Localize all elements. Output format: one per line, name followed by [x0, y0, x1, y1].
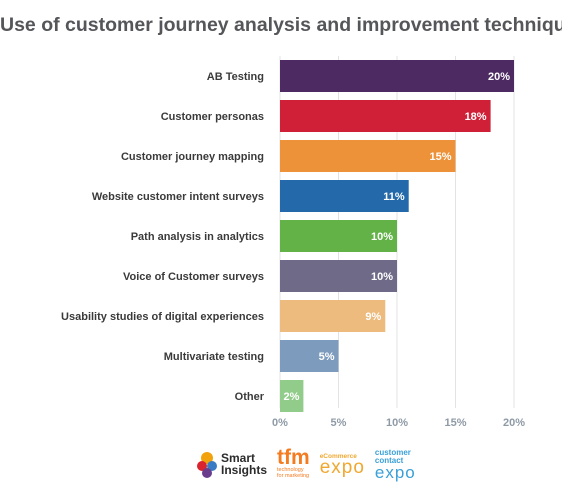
tfm-logo-sub2: for marketing — [277, 473, 310, 479]
category-label: Multivariate testing — [164, 351, 264, 363]
category-label: Website customer intent surveys — [92, 191, 264, 203]
data-label: 11% — [383, 191, 405, 203]
cce-line2: contact — [374, 455, 404, 465]
category-label: Path analysis in analytics — [131, 231, 264, 243]
bar — [280, 380, 304, 412]
bar-chart: AB Testing 20% Customer personas 18% Custome… — [61, 56, 525, 429]
smart-insights-line2: Insights — [221, 463, 268, 477]
tfm-logo-main: tfm — [277, 446, 310, 469]
ecommerce-expo-pre: eCommerce — [319, 452, 357, 460]
category-label: Other — [235, 391, 265, 403]
smart-insights-icon — [197, 452, 217, 478]
category-label: Usability studies of digital experiences — [61, 311, 264, 323]
data-label: 5% — [319, 351, 335, 363]
tfm-logo-sub1: technology — [277, 467, 304, 473]
data-label: 10% — [371, 271, 393, 283]
bar — [280, 60, 514, 92]
bar — [280, 220, 397, 252]
bar — [280, 100, 491, 132]
category-label: Voice of Customer surveys — [123, 271, 264, 283]
bar — [280, 180, 409, 212]
labels-layer: AB Testing 20% Customer personas 18% Custome… — [61, 71, 510, 403]
data-label: 20% — [488, 71, 510, 83]
category-label: AB Testing — [207, 71, 264, 83]
data-label: 10% — [371, 231, 393, 243]
x-tick-label: 20% — [503, 417, 525, 429]
x-tick-label: 15% — [444, 417, 466, 429]
cce-main: expo — [374, 462, 416, 482]
bars-layer — [280, 60, 514, 412]
bar — [280, 340, 339, 372]
data-label: 2% — [283, 391, 299, 403]
smart-insights-logo: Smart Insights — [196, 449, 267, 479]
smart-insights-line1: Smart — [221, 451, 256, 465]
bar — [280, 140, 456, 172]
x-tick-label: 0% — [272, 417, 288, 429]
x-axis-ticks: 0% 5% 10% 15% 20% — [272, 417, 525, 429]
chart-title: Use of customer journey analysis and imp… — [0, 14, 562, 36]
category-label: Customer personas — [161, 111, 264, 123]
data-label: 9% — [365, 311, 381, 323]
sponsor-logos: Smart Insights tfm technology for market… — [196, 444, 416, 484]
category-label: Customer journey mapping — [121, 151, 264, 163]
cce-line1: customer — [374, 447, 411, 457]
ecommerce-expo-logo: eCommerce expo — [319, 452, 365, 478]
x-tick-label: 5% — [331, 417, 347, 429]
bar — [280, 300, 386, 332]
customer-contact-expo-logo: customer contact expo — [374, 447, 416, 482]
data-label: 15% — [429, 151, 451, 163]
ecommerce-expo-main: expo — [319, 456, 365, 478]
data-label: 18% — [465, 111, 487, 123]
tfm-logo: tfm technology for marketing — [277, 446, 310, 479]
bar — [280, 260, 397, 292]
x-tick-label: 10% — [386, 417, 408, 429]
